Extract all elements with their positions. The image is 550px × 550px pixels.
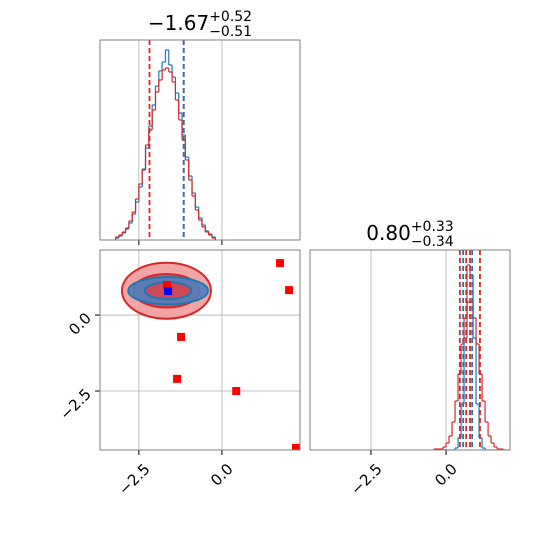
x-tick-label: −2.5 (347, 460, 385, 498)
title-upper: +0.52 (209, 9, 252, 25)
plot-area (100, 250, 300, 450)
panel-title: −1.67+0.52 −0.51 (148, 9, 252, 40)
plot-area (115, 40, 223, 240)
point (163, 280, 172, 289)
point (232, 387, 241, 396)
point (292, 443, 300, 450)
y-tick-label: 0.0 (65, 309, 95, 339)
title-lower: −0.34 (411, 234, 454, 250)
title-upper: +0.33 (411, 219, 454, 235)
point (177, 332, 186, 341)
x-tick-label: 0.0 (207, 460, 237, 490)
x-tick-label: −2.5 (115, 460, 153, 498)
panel-title: 0.80+0.33 −0.34 (366, 219, 454, 250)
panel-frame (309, 249, 511, 451)
title-value: −1.67 (148, 11, 209, 35)
y-tick-label: −2.5 (56, 385, 94, 423)
plot-area (370, 250, 507, 450)
title-value: 0.80 (366, 221, 411, 245)
point (285, 286, 294, 295)
point (276, 259, 285, 268)
x-tick-label: 0.0 (431, 460, 461, 490)
point (164, 287, 173, 296)
title-lower: −0.51 (209, 24, 252, 40)
panel-frame (99, 39, 301, 241)
point (173, 374, 182, 383)
panel-frame (99, 249, 301, 451)
